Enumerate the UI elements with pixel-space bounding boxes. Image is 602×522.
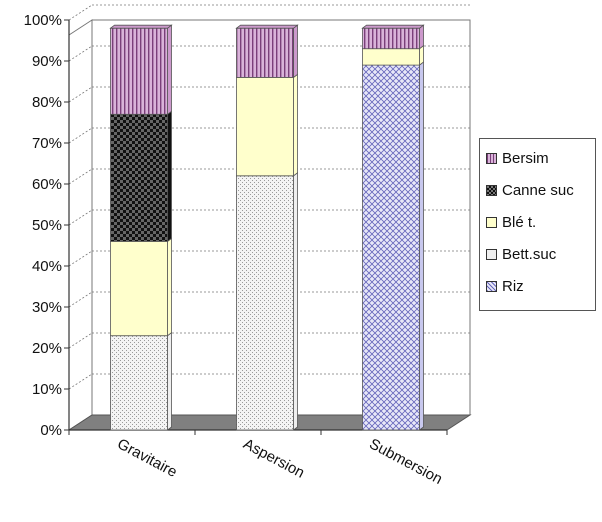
bar-top <box>109 24 173 29</box>
y-tick-label: 100% <box>24 12 62 29</box>
bar-side <box>293 73 298 177</box>
gridline <box>68 86 93 103</box>
bar-segment <box>236 27 294 78</box>
y-tick-label: 0% <box>40 422 62 439</box>
y-tick-label: 10% <box>32 381 62 398</box>
gridline <box>68 4 93 21</box>
legend-label: Riz <box>502 277 524 295</box>
bar-top <box>235 24 299 29</box>
legend-swatch <box>486 280 497 292</box>
bar-side <box>293 24 298 79</box>
bar-segment <box>110 27 168 115</box>
bar-segment <box>110 240 168 337</box>
legend-item: Bett.suc <box>486 244 556 264</box>
x-tick-label: Aspersion <box>240 435 307 481</box>
y-tick-label: 40% <box>32 258 62 275</box>
legend-label: Blé t. <box>502 213 537 231</box>
bar-segment <box>362 27 420 50</box>
bar-segment <box>110 113 168 242</box>
legend-item: Riz <box>486 276 524 296</box>
gridline <box>68 45 93 62</box>
gridline <box>68 332 93 349</box>
bar-segment <box>236 175 294 431</box>
bar-side <box>419 61 424 431</box>
legend-swatch <box>486 184 497 196</box>
legend-swatch <box>486 248 497 260</box>
bar-side <box>167 237 172 337</box>
legend-item: Canne suc <box>486 180 574 200</box>
y-tick-label: 90% <box>32 53 62 70</box>
gridline <box>68 291 93 308</box>
bar-side <box>167 110 172 243</box>
bar-segment <box>236 77 294 177</box>
bar-segment <box>110 335 168 431</box>
bar-side <box>293 172 298 431</box>
bar-side <box>419 24 424 50</box>
bar-side <box>167 24 172 116</box>
gridline <box>68 373 93 390</box>
y-tick-label: 60% <box>32 176 62 193</box>
gridline <box>68 127 93 144</box>
gridline <box>68 168 93 185</box>
y-tick-label: 70% <box>32 135 62 152</box>
legend-item: Blé t. <box>486 212 536 232</box>
bar-segment <box>362 64 420 431</box>
bar-segment <box>362 48 420 66</box>
legend-swatch <box>486 152 497 164</box>
legend-label: Canne suc <box>502 181 574 199</box>
gridline <box>68 250 93 267</box>
y-tick-label: 80% <box>32 94 62 111</box>
bar-side <box>167 331 172 431</box>
legend-label: Bett.suc <box>502 245 557 263</box>
chart-legend: Bersim Canne suc Blé t. Bett.suc Riz <box>479 138 596 311</box>
legend-label: Bersim <box>502 149 549 167</box>
legend-swatch <box>486 216 497 228</box>
y-tick-label: 50% <box>32 217 62 234</box>
x-tick-label: Gravitaire <box>114 435 179 481</box>
y-tick-label: 20% <box>32 340 62 357</box>
legend-item: Bersim <box>486 148 549 168</box>
y-tick-label: 30% <box>32 299 62 316</box>
x-tick-label: Submersion <box>366 435 445 488</box>
gridline <box>68 209 93 226</box>
bar-top <box>361 24 425 29</box>
side-wall <box>68 19 93 431</box>
